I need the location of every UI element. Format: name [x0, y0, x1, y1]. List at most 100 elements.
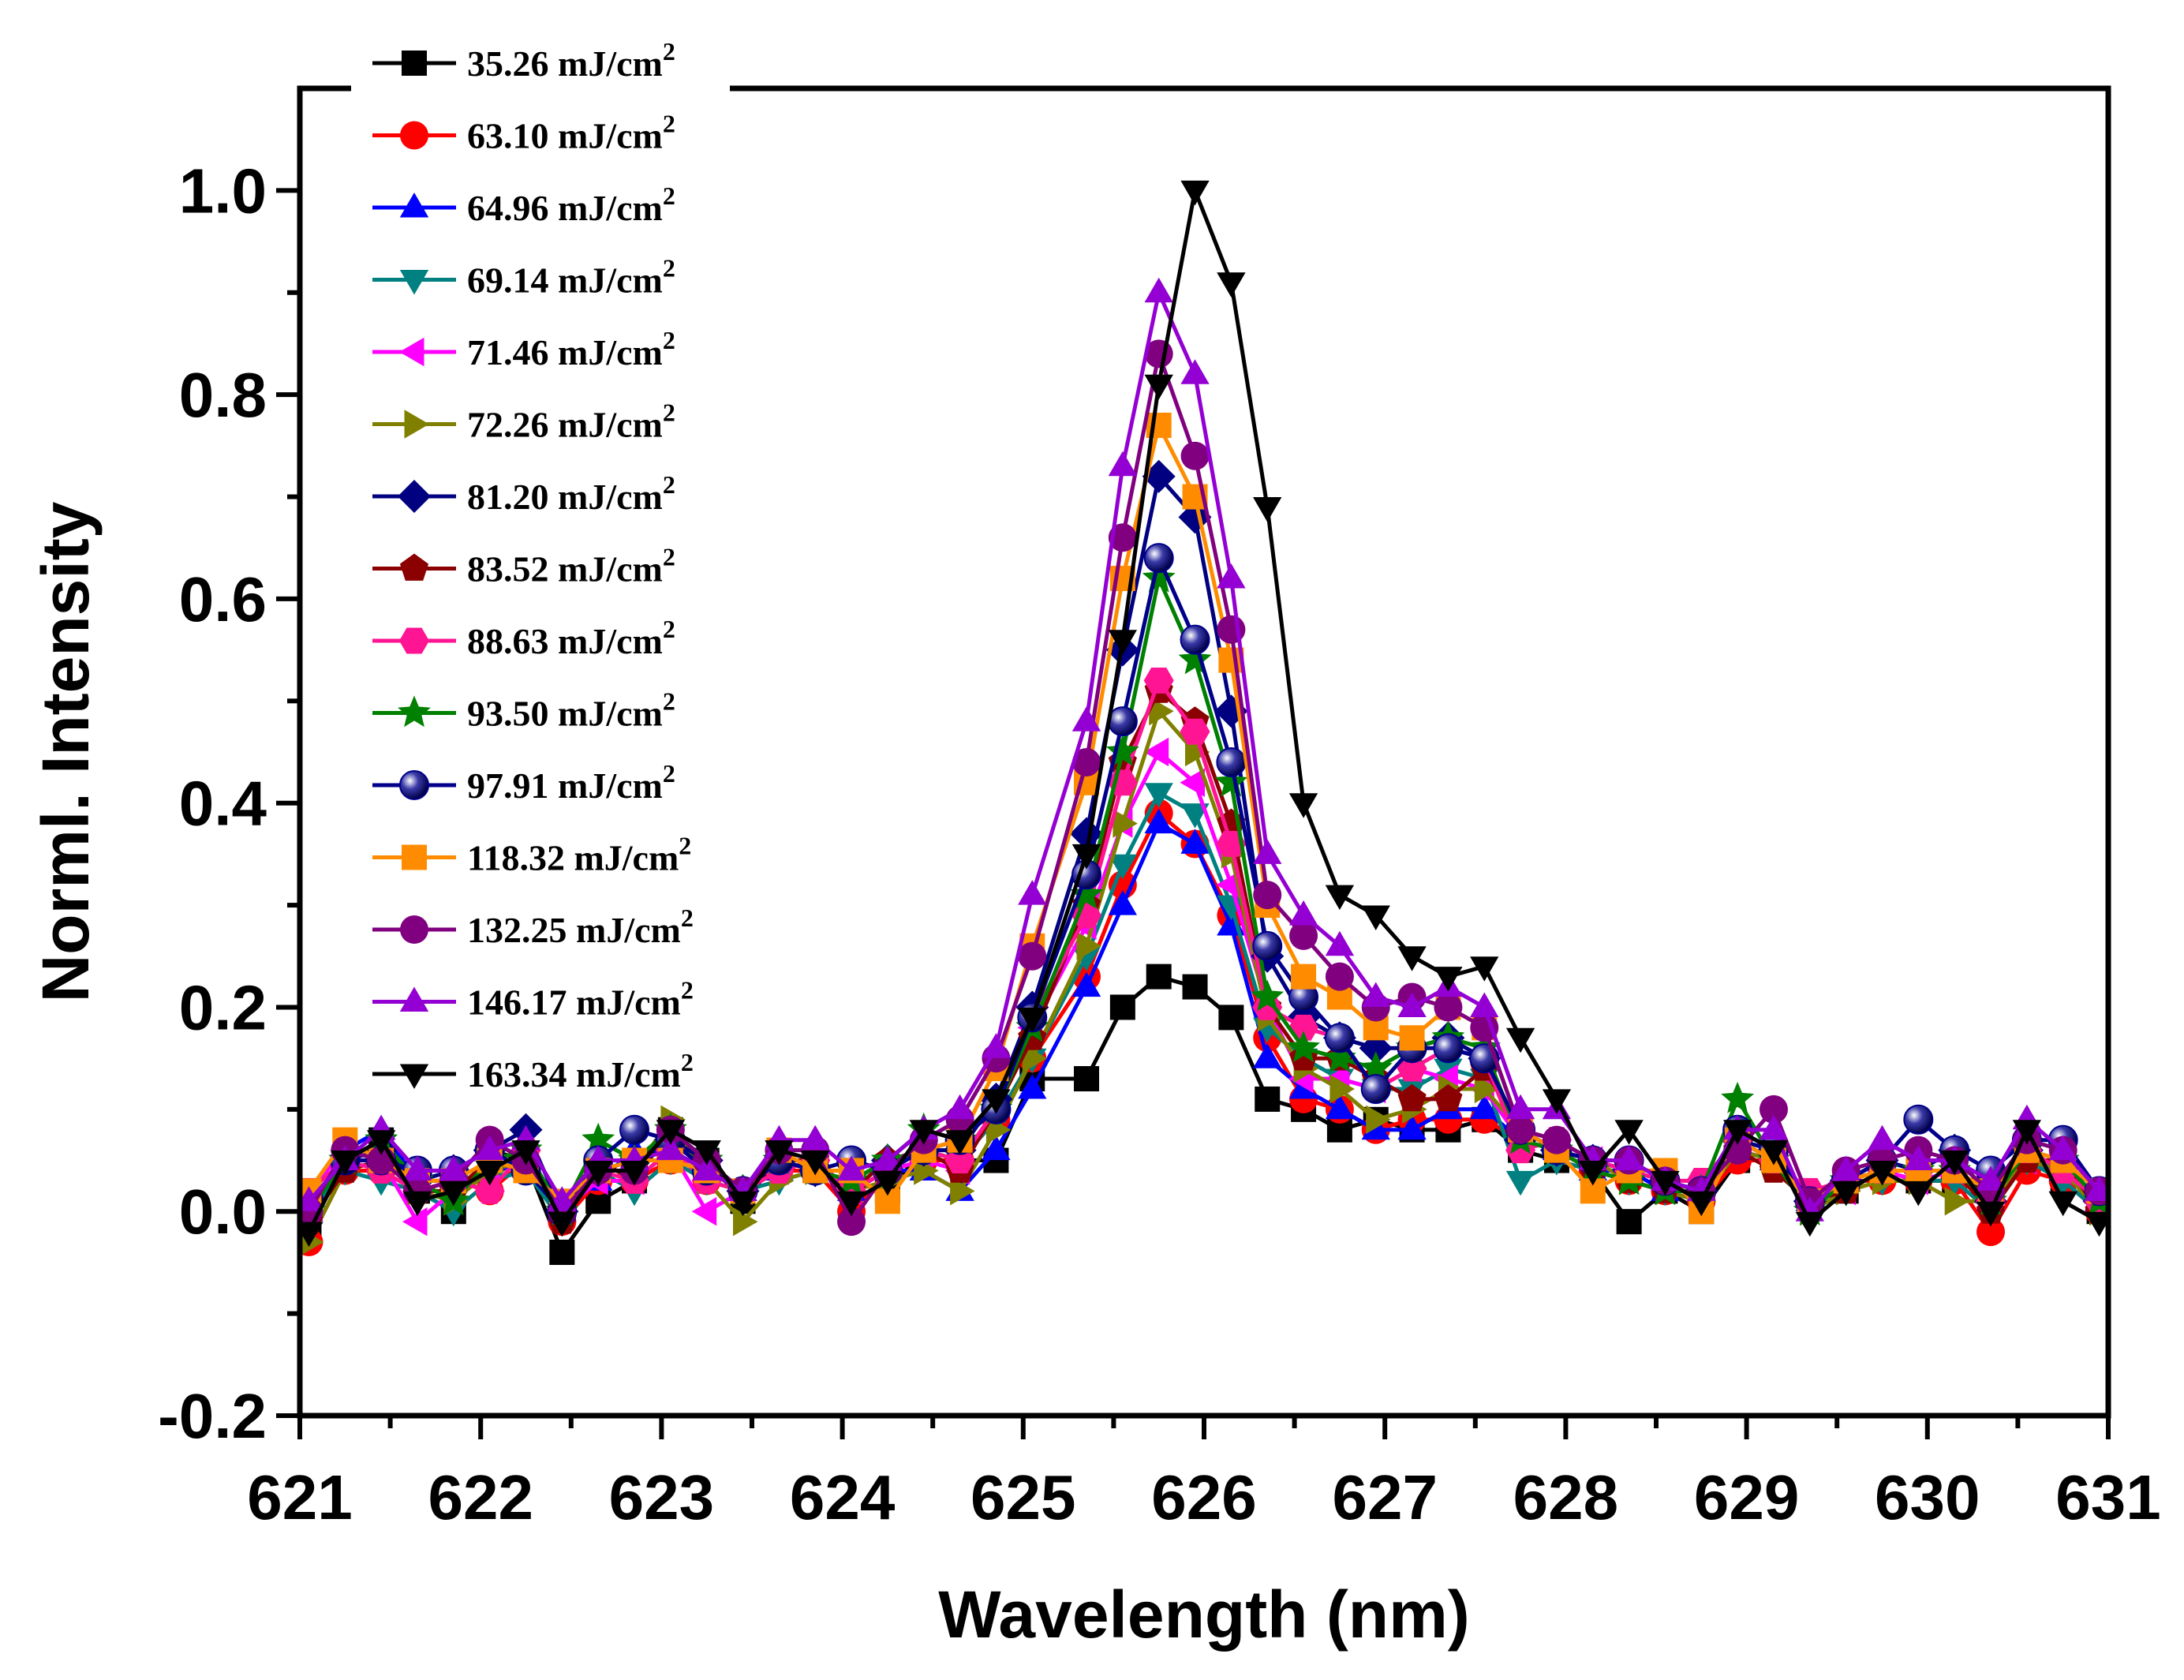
data-point — [1113, 809, 1138, 838]
legend-label: 88.63 mJ/cm2 — [467, 615, 675, 661]
data-point — [1329, 1074, 1355, 1104]
data-point — [1505, 1170, 1535, 1196]
x-tick-label: 630 — [1875, 1462, 1980, 1532]
data-point — [1076, 931, 1101, 960]
data-point — [1018, 1007, 1047, 1033]
data-point — [982, 1033, 1011, 1058]
data-point — [1252, 930, 1283, 961]
series-14 — [300, 180, 2108, 1248]
legend-marker — [400, 121, 428, 150]
data-point — [1433, 1033, 1464, 1064]
data-point — [1325, 1094, 1355, 1120]
legend: 35.26 mJ/cm2 63.10 mJ/cm2 64.96 mJ/cm2 69.1… — [351, 32, 730, 1094]
legend-marker — [399, 193, 429, 218]
data-point — [1143, 737, 1169, 767]
data-point — [1109, 994, 1135, 1020]
data-point — [1759, 1114, 1789, 1140]
legend-marker — [399, 986, 429, 1012]
legend-item: 71.46 mJ/cm2 — [372, 326, 675, 372]
data-point — [1253, 839, 1282, 864]
data-point — [1287, 1031, 1320, 1062]
legend-label: 64.96 mJ/cm2 — [467, 181, 675, 228]
y-tick-label: -0.2 — [158, 1381, 267, 1451]
legend-label: 163.34 mJ/cm2 — [467, 1048, 694, 1094]
data-point — [1143, 543, 1174, 574]
data-point — [1470, 1094, 1499, 1120]
legend-item: 163.34 mJ/cm2 — [372, 1048, 694, 1094]
data-point — [1976, 1201, 2006, 1227]
data-point — [1071, 844, 1101, 870]
data-point — [656, 1135, 685, 1161]
data-point — [982, 1135, 1011, 1161]
data-point — [982, 1089, 1011, 1114]
data-point — [1325, 930, 1355, 956]
legend-label: 83.52 mJ/cm2 — [467, 543, 675, 589]
data-point — [1180, 718, 1210, 745]
data-point — [1253, 497, 1282, 522]
data-point — [1940, 1151, 1969, 1176]
data-point — [1542, 1089, 1572, 1114]
data-point — [2085, 1211, 2108, 1237]
data-point — [1470, 956, 1499, 982]
legend-label: 63.10 mJ/cm2 — [467, 110, 675, 156]
data-point — [1903, 1104, 1934, 1135]
legend-marker — [399, 770, 429, 800]
y-tick-label: 0.8 — [179, 360, 267, 430]
data-point — [1323, 1041, 1356, 1072]
data-point — [1578, 1161, 1607, 1186]
y-axis-title: Norml. Intensity — [28, 501, 103, 1002]
data-point — [692, 1155, 721, 1180]
data-point — [1217, 272, 1246, 297]
data-point — [1144, 374, 1173, 400]
data-point — [1616, 1209, 1642, 1235]
legend-item: 35.26 mJ/cm2 — [372, 37, 675, 84]
legend-marker — [398, 695, 431, 728]
data-point — [619, 1161, 649, 1186]
data-point — [1366, 1105, 1391, 1134]
data-point — [1687, 1191, 1716, 1217]
legend-item: 93.50 mJ/cm2 — [372, 687, 675, 734]
data-point — [1721, 1081, 1755, 1113]
data-point — [1108, 451, 1137, 477]
data-point — [1289, 921, 1318, 950]
legend-item: 88.63 mJ/cm2 — [372, 615, 675, 661]
data-point — [837, 1207, 866, 1237]
data-point — [1723, 1120, 1752, 1145]
data-point — [873, 1145, 903, 1170]
data-point — [1288, 900, 1318, 926]
data-point — [1071, 971, 1101, 997]
data-point — [1759, 1094, 1788, 1124]
data-point — [1831, 1180, 1861, 1207]
data-point — [1022, 1044, 1048, 1073]
legend-label: 71.46 mJ/cm2 — [467, 326, 675, 372]
data-point — [1361, 982, 1390, 1007]
data-point — [801, 1151, 830, 1176]
data-point — [549, 1239, 575, 1265]
data-point — [548, 1211, 577, 1237]
data-point — [944, 1147, 975, 1173]
x-axis: 621 622 623 624 625 626 627 628 629 630 631 — [247, 1416, 2161, 1532]
legend-marker — [400, 915, 428, 944]
legend-label: 146.17 mJ/cm2 — [467, 976, 694, 1023]
data-point — [1018, 880, 1047, 905]
legend-marker — [399, 627, 429, 654]
y-axis: -0.2 0.0 0.2 0.4 0.6 0.8 1.0 — [158, 155, 300, 1451]
data-point — [300, 1186, 323, 1211]
legend-marker — [399, 270, 429, 295]
data-point — [1614, 1120, 1644, 1145]
y-tick-label: 0.0 — [179, 1177, 267, 1247]
legend-label: 81.20 mJ/cm2 — [467, 470, 675, 517]
x-tick-label: 622 — [428, 1462, 533, 1532]
data-point — [1434, 967, 1463, 992]
legend-item: 63.10 mJ/cm2 — [372, 110, 675, 156]
legend-item: 69.14 mJ/cm2 — [372, 254, 675, 301]
data-point — [1180, 180, 1210, 206]
data-point — [1072, 747, 1101, 776]
data-point — [439, 1180, 468, 1207]
data-point — [1144, 808, 1173, 834]
data-point — [1868, 1124, 1897, 1151]
data-point — [1360, 1073, 1391, 1104]
data-point — [1291, 963, 1317, 990]
data-point — [1253, 1043, 1282, 1068]
